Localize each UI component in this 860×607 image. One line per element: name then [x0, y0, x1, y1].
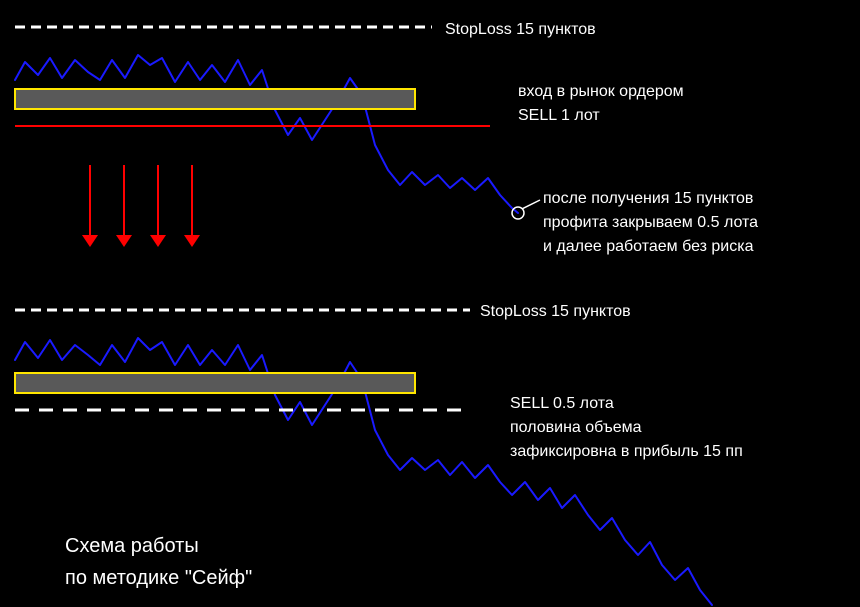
bottom-stoploss-label: StopLoss 15 пунктов — [480, 300, 631, 324]
top-stoploss-label: StopLoss 15 пунктов — [445, 18, 596, 42]
bottom-sell-label: SELL 0.5 лотаполовина объемазафиксировна… — [510, 392, 743, 464]
top-profit-label: после получения 15 пунктовпрофита закрыв… — [543, 187, 758, 259]
top-entry-label: вход в рынок ордеромSELL 1 лот — [518, 80, 684, 128]
diagram-title: Схема работыпо методике "Сейф" — [65, 530, 252, 594]
trading-diagram-svg — [0, 0, 860, 607]
